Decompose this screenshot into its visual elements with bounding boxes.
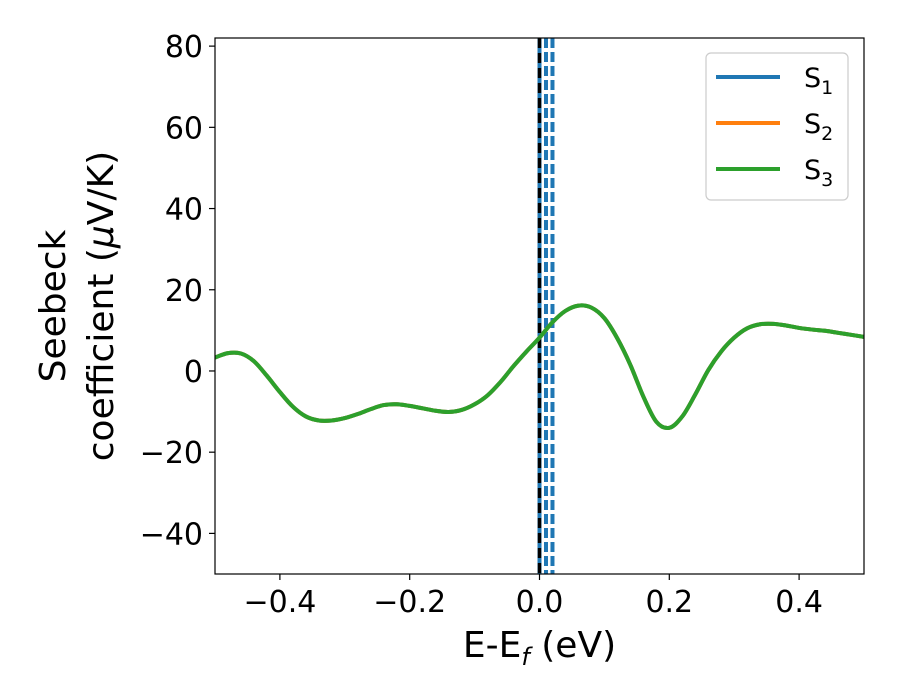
legend-box <box>705 52 849 201</box>
x-tick-label: −0.4 <box>243 585 316 620</box>
y-axis-label-line1: Seebeck <box>33 229 74 382</box>
x-axis-label-unit: (eV) <box>530 625 616 666</box>
y-axis-label-prefix: coefficient ( <box>81 248 122 461</box>
x-axis-ticks: −0.4 −0.2 0.0 0.2 0.4 <box>243 574 823 620</box>
y-axis-label-suffix: V/K) <box>81 151 122 225</box>
plot-area <box>215 38 864 574</box>
y-tick-label: 20 <box>165 274 203 309</box>
x-tick-label: 0.2 <box>645 585 693 620</box>
y-tick-label: 0 <box>184 355 203 390</box>
legend: S1 S2 S3 <box>705 52 849 201</box>
y-tick-label: 60 <box>165 111 203 146</box>
x-tick-label: 0.4 <box>775 585 823 620</box>
y-tick-label: −40 <box>140 517 203 552</box>
x-tick-label: 0.0 <box>516 585 564 620</box>
legend-label-s3: S3 <box>804 155 833 191</box>
y-axis-label: Seebeck coefficient (μV/K) <box>33 151 122 461</box>
y-tick-label: −20 <box>140 436 203 471</box>
y-axis-ticks: −40 −20 0 20 40 60 80 <box>140 30 215 552</box>
y-tick-label: 80 <box>165 30 203 65</box>
x-tick-label: −0.2 <box>373 585 446 620</box>
y-axis-label-line2: coefficient (μV/K) <box>81 151 122 461</box>
series-line-s3 <box>215 303 864 431</box>
x-axis-label: E-Ef (eV) <box>463 625 616 671</box>
y-axis-label-mu: μ <box>81 225 122 249</box>
y-tick-label: 40 <box>165 193 203 228</box>
legend-label-s2: S2 <box>804 109 833 145</box>
x-axis-label-main: E-E <box>463 625 521 666</box>
legend-label-s1: S1 <box>804 63 833 99</box>
